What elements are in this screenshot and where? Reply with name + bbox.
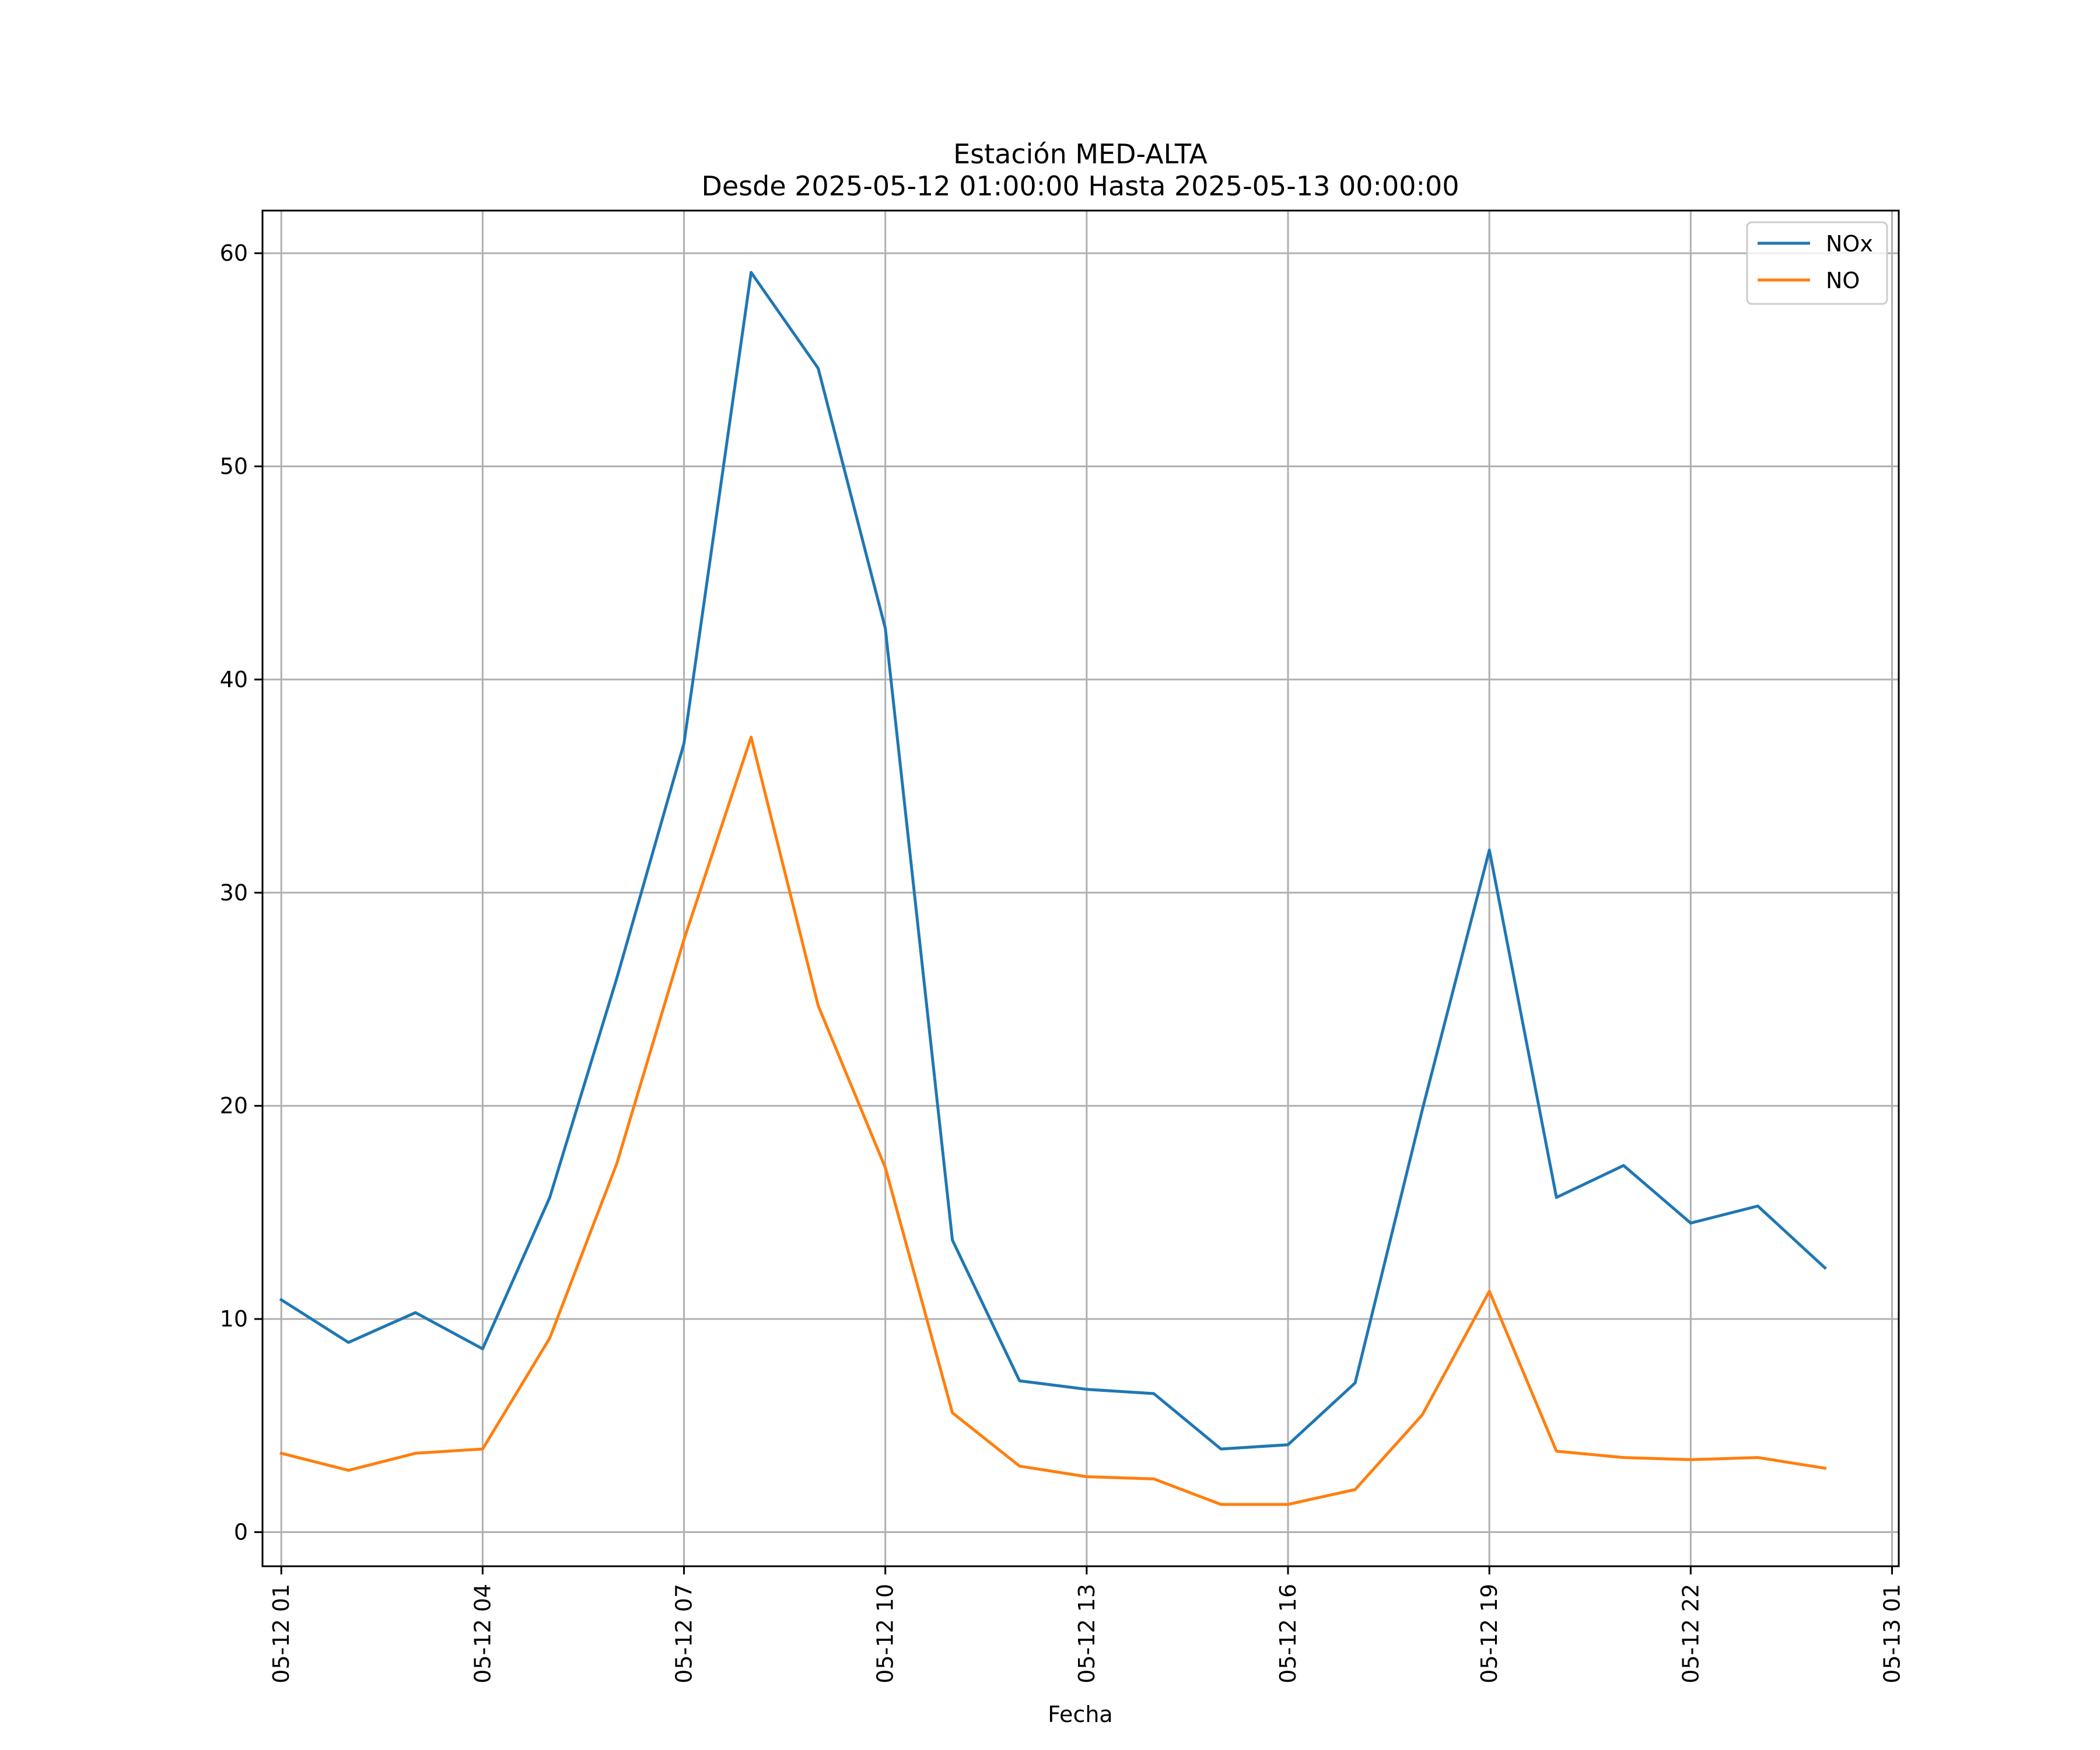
x-tick-label: 05-12 22	[1678, 1584, 1703, 1684]
x-tick-label: 05-12 19	[1476, 1584, 1502, 1684]
x-tick-label: 05-13 01	[1879, 1584, 1905, 1684]
x-tick-label: 05-12 13	[1074, 1584, 1100, 1684]
legend-label-nox: NOx	[1826, 231, 1873, 257]
x-axis-label: Fecha	[1048, 1702, 1112, 1727]
y-tick-label: 50	[220, 453, 248, 479]
chart-title: Estación MED-ALTA	[953, 138, 1208, 170]
plot-frame	[261, 209, 1900, 1567]
y-tick-label: 0	[234, 1520, 248, 1545]
x-tick-label: 05-12 04	[470, 1584, 495, 1684]
y-tick-label: 40	[220, 667, 248, 692]
x-tick-label: 05-12 07	[671, 1584, 697, 1684]
chart-subtitle: Desde 2025-05-12 01:00:00 Hasta 2025-05-…	[701, 170, 1459, 202]
y-tick-label: 10	[220, 1306, 248, 1332]
series-line-nox	[279, 271, 1827, 1451]
y-tick-label: 30	[220, 880, 248, 905]
y-tick-label: 20	[220, 1093, 248, 1119]
y-tick-label: 60	[220, 240, 248, 266]
series-lines	[279, 271, 1827, 1506]
x-tick-label: 05-12 01	[268, 1584, 294, 1684]
axis-ticks: 05-12 01 05-12 04 05-12 07 05-12 10 05-12 13…	[220, 240, 1905, 1684]
series-line-no	[279, 736, 1827, 1506]
legend: NOx NO	[1746, 221, 1888, 305]
x-tick-label: 05-12 16	[1275, 1584, 1301, 1684]
legend-label-no: NO	[1826, 268, 1860, 293]
grid	[262, 211, 1899, 1566]
x-tick-label: 05-12 10	[873, 1584, 898, 1684]
